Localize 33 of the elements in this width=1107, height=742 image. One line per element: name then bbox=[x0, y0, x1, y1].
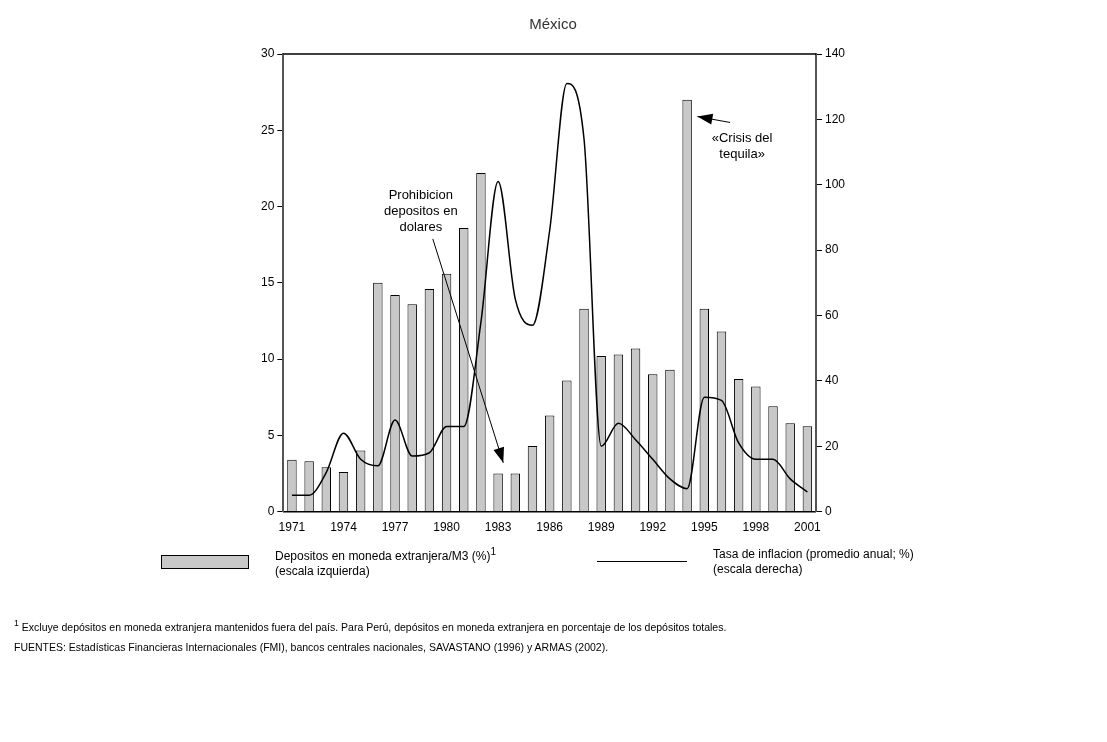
y-tick-label: 30 bbox=[260, 46, 275, 61]
x-tick-label: 1971 bbox=[278, 520, 306, 535]
y-tick-label: 0 bbox=[267, 503, 275, 518]
x-tick-label: 1992 bbox=[639, 520, 667, 535]
y-tick-label: 25 bbox=[260, 122, 275, 137]
x-tick-label: 1974 bbox=[330, 520, 358, 535]
x-tick-label: 1983 bbox=[484, 520, 512, 535]
x-tick-label: 2001 bbox=[794, 520, 822, 535]
text: Tasa de inflacion (promedio anual; %) (escala derecha) bbox=[713, 546, 915, 577]
source-note: FUENTES: Estadísticas Financieras Internacionales (FMI), bancos centrales nacionales, SAVASTANO (1996) y ARMAS (2002). bbox=[14, 639, 610, 655]
y-tick-label: 20 bbox=[260, 198, 275, 213]
annotation: «Crisis del tequila» bbox=[711, 130, 773, 162]
y2-tick-label: 80 bbox=[824, 242, 839, 257]
y2-tick-label: 40 bbox=[824, 373, 839, 388]
y-tick-label: 5 bbox=[267, 427, 275, 442]
y2-tick-label: 100 bbox=[824, 177, 846, 192]
x-tick-label: 1989 bbox=[587, 520, 615, 535]
text: $^{1}$ Excluye depósitos en moneda extranjera mantenidos fuera del país. Para Perú, depósitos en moneda extranjera en porcentaje de los depósitos totales. bbox=[14, 617, 728, 635]
y2-tick-label: 140 bbox=[824, 46, 846, 61]
y2-tick-label: 0 bbox=[824, 503, 832, 518]
x-tick-label: 1998 bbox=[742, 520, 770, 535]
x-tick-label: 1977 bbox=[381, 520, 409, 535]
chart-title: México bbox=[529, 15, 577, 33]
x-tick-label: 1995 bbox=[690, 520, 718, 535]
y2-tick-label: 60 bbox=[824, 307, 839, 322]
text: Depositos en moneda extranjera/M3 (%)$^{1}$ (escala izquierda) bbox=[275, 546, 496, 578]
y-tick-label: 10 bbox=[260, 351, 275, 366]
annotation: Prohibicion depositos en dolares bbox=[383, 186, 458, 234]
y-tick-label: 15 bbox=[260, 275, 275, 290]
y2-tick-label: 120 bbox=[824, 111, 846, 126]
x-tick-label: 1986 bbox=[536, 520, 564, 535]
y2-tick-label: 20 bbox=[824, 438, 839, 453]
x-tick-label: 1980 bbox=[433, 520, 461, 535]
